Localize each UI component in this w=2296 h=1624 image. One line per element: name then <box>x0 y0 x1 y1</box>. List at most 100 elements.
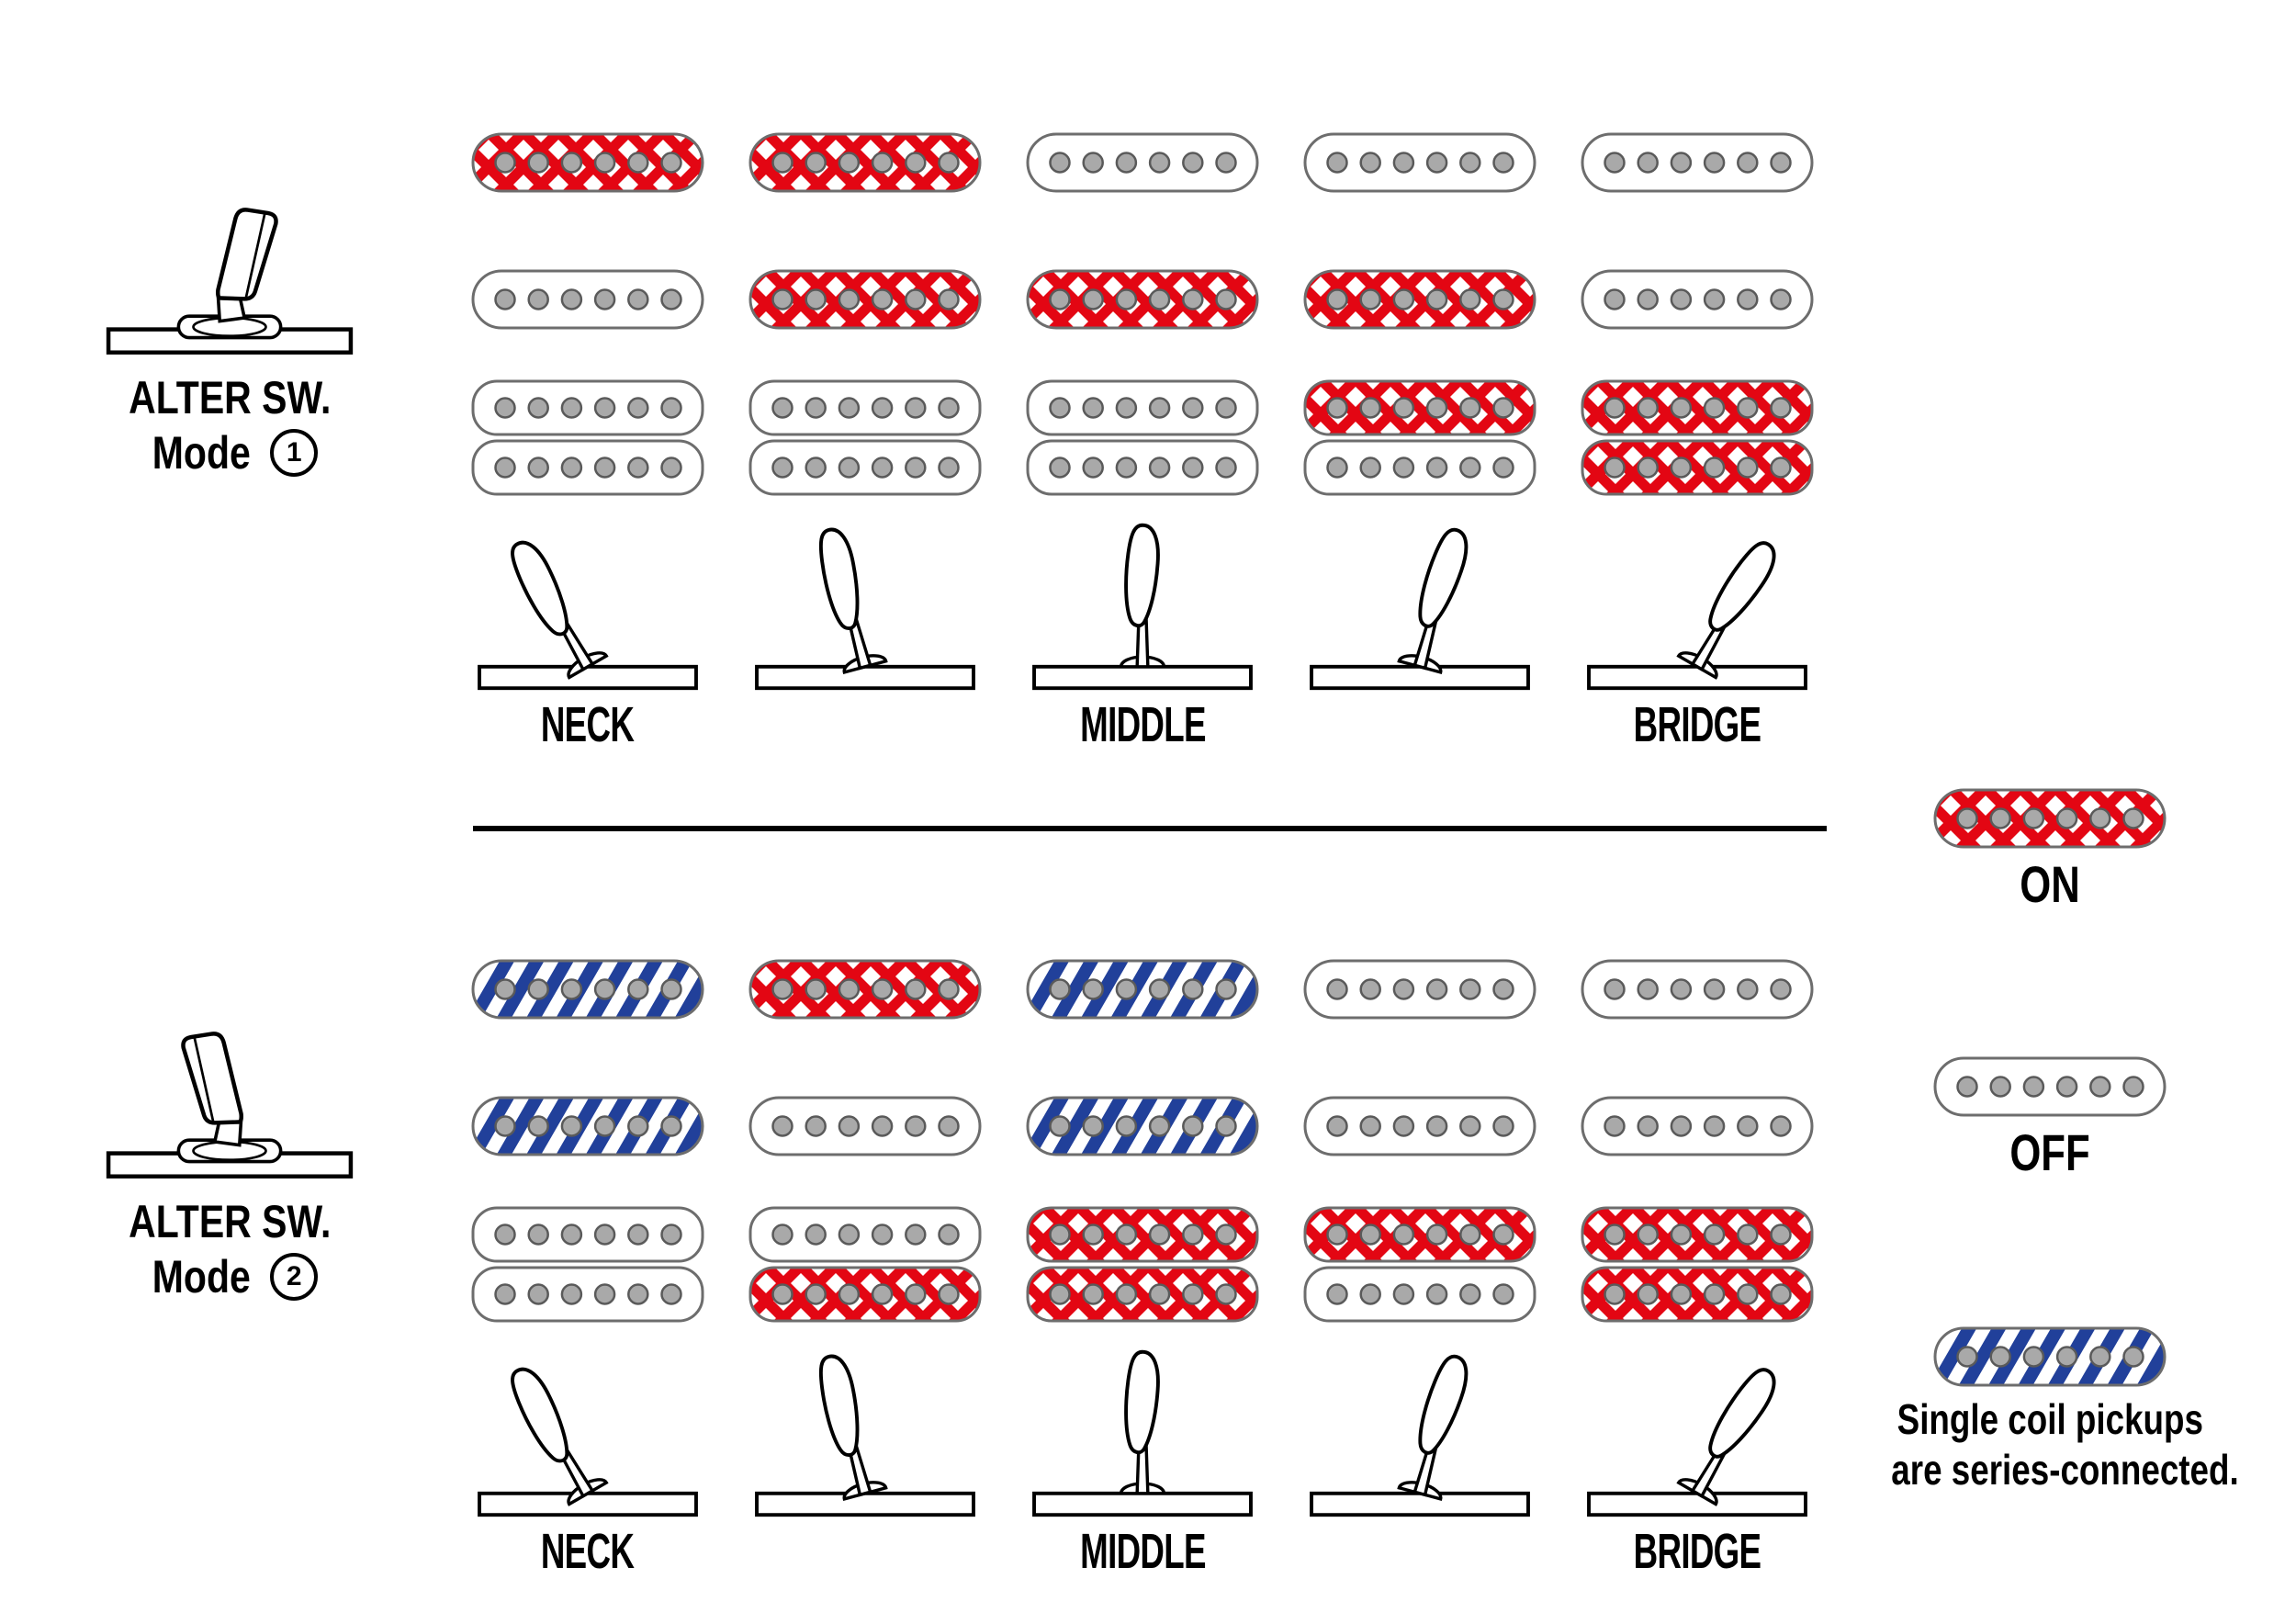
mode-number-badge: 1 <box>270 429 319 477</box>
mode2-pos3-neck-pickup <box>1026 959 1259 1020</box>
mode1-pos5-bridge-coil-bottom <box>1581 439 1814 496</box>
mode1-pos3-middle-pickup <box>1026 269 1259 330</box>
toggle-switch-icon <box>106 197 354 358</box>
pickup-on <box>1026 269 1259 330</box>
pickup-on <box>1933 788 2167 849</box>
mode1-pos5-middle-pickup <box>1581 269 1814 330</box>
pickup-series <box>471 1096 704 1156</box>
pickup-off <box>1581 1096 1814 1156</box>
pickup-off <box>1581 959 1814 1020</box>
mode1-pos1-neck-pickup <box>471 132 704 193</box>
mode2-pos5-neck-pickup <box>1581 959 1814 1020</box>
pickup-on <box>748 132 982 193</box>
selector-lever-icon <box>1587 541 1807 691</box>
mode1-pos5-bridge-coil-top <box>1581 379 1814 436</box>
pickup-series <box>1026 1096 1259 1156</box>
mode1-pos2-bridge-humbucker <box>748 379 982 496</box>
pickup-off <box>1026 132 1259 193</box>
mode1-pos4-bridge-coil-top <box>1303 379 1536 436</box>
legend-on-label: ON <box>2020 855 2080 913</box>
mode1-pos3-lever <box>1026 516 1259 695</box>
mode2-pos3-position-label: MIDDLE <box>1079 1524 1206 1579</box>
mode2-pos3-bridge-coil-bottom <box>1026 1266 1259 1323</box>
mode2-pos5-middle-pickup <box>1581 1096 1814 1156</box>
alter-sw-title: ALTER SW. <box>128 1196 332 1247</box>
mode1-pos4-lever <box>1303 516 1536 695</box>
mode-number-badge: 2 <box>270 1253 319 1301</box>
mode2-pos2-lever <box>748 1343 982 1522</box>
mode1-pos4-middle-pickup <box>1303 269 1536 330</box>
legend-off-pickup <box>1933 1056 2167 1117</box>
mode1-pos4-bridge-humbucker <box>1303 379 1536 496</box>
pickup-series <box>1026 959 1259 1020</box>
pickup-off <box>1303 959 1536 1020</box>
alter-sw-mode1-block: ALTER SW. Mode 1 <box>78 197 381 479</box>
mode2-pos2-middle-pickup <box>748 1096 982 1156</box>
mode2-pos3-bridge-coil-top <box>1026 1206 1259 1263</box>
alter-sw-title: ALTER SW. <box>128 372 332 423</box>
selector-lever-icon <box>1310 1354 1530 1517</box>
section-divider <box>473 826 1827 831</box>
legend-series-pickup <box>1933 1326 2167 1387</box>
mode1-pos1-bridge-coil-top <box>471 379 704 436</box>
mode2-pos5-lever <box>1581 1343 1814 1522</box>
mode1-pos2-middle-pickup <box>748 269 982 330</box>
legend-series-note: Single coil pickups are series-connected… <box>1891 1395 2239 1494</box>
mode-word: Mode <box>152 427 251 479</box>
mode1-pos1-position-label: NECK <box>541 697 635 752</box>
mode1-pos2-bridge-coil-bottom <box>748 439 982 496</box>
mode1-pos5-lever <box>1581 516 1814 695</box>
mode2-pos1-bridge-humbucker <box>471 1206 704 1323</box>
mode2-pos5-position-label: BRIDGE <box>1633 1524 1761 1579</box>
mode1-pos4-bridge-coil-bottom <box>1303 439 1536 496</box>
mode1-pos3-bridge-coil-bottom <box>1026 439 1259 496</box>
selector-lever-icon <box>1032 1349 1253 1517</box>
mode1-pos3-neck-pickup <box>1026 132 1259 193</box>
mode2-pos1-middle-pickup <box>471 1096 704 1156</box>
mode-word: Mode <box>152 1251 251 1303</box>
pickup-off <box>748 1096 982 1156</box>
mode2-pos3-lever <box>1026 1343 1259 1522</box>
mode2-pos4-lever <box>1303 1343 1536 1522</box>
selector-lever-icon <box>755 1354 975 1517</box>
mode1-pos1-bridge-coil-bottom <box>471 439 704 496</box>
mode1-pos3-position-label: MIDDLE <box>1079 697 1206 752</box>
alter-sw-mode2-block: ALTER SW. Mode 2 <box>78 1021 381 1303</box>
mode1-pos1-middle-pickup <box>471 269 704 330</box>
selector-lever-icon <box>478 1367 698 1517</box>
mode1-pos1-bridge-humbucker <box>471 379 704 496</box>
mode-number-row: Mode 1 <box>78 426 381 479</box>
mode1-pos3-bridge-coil-top <box>1026 379 1259 436</box>
mode2-pos2-neck-pickup <box>748 959 982 1020</box>
selector-lever-icon <box>478 540 698 691</box>
mode2-pos2-bridge-humbucker <box>748 1206 982 1323</box>
mode2-pos4-bridge-coil-bottom <box>1303 1266 1536 1323</box>
pickup-off <box>1303 132 1536 193</box>
mode1-pos5-bridge-humbucker <box>1581 379 1814 496</box>
mode1-pos4-neck-pickup <box>1303 132 1536 193</box>
mode2-pos2-bridge-coil-bottom <box>748 1266 982 1323</box>
pickup-off <box>1581 132 1814 193</box>
mode1-pos1-lever <box>471 516 704 695</box>
mode2-pos1-neck-pickup <box>471 959 704 1020</box>
mode2-pos1-bridge-coil-top <box>471 1206 704 1263</box>
pickup-off <box>471 269 704 330</box>
mode2-pos1-position-label: NECK <box>541 1524 635 1579</box>
pickup-off <box>1933 1056 2167 1117</box>
mode2-pos2-bridge-coil-top <box>748 1206 982 1263</box>
selector-lever-icon <box>755 527 975 691</box>
mode2-pos1-lever <box>471 1343 704 1522</box>
pickup-on <box>748 269 982 330</box>
pickup-off <box>1581 269 1814 330</box>
mode2-pos3-bridge-humbucker <box>1026 1206 1259 1323</box>
mode1-pos2-bridge-coil-top <box>748 379 982 436</box>
mode2-pos5-bridge-coil-top <box>1581 1206 1814 1263</box>
mode2-pos3-middle-pickup <box>1026 1096 1259 1156</box>
pickup-on <box>1303 269 1536 330</box>
mode2-pos4-middle-pickup <box>1303 1096 1536 1156</box>
mode1-pos5-neck-pickup <box>1581 132 1814 193</box>
legend-off-label: OFF <box>2009 1123 2090 1181</box>
mode2-pos1-bridge-coil-bottom <box>471 1266 704 1323</box>
mode1-pos3-bridge-humbucker <box>1026 379 1259 496</box>
